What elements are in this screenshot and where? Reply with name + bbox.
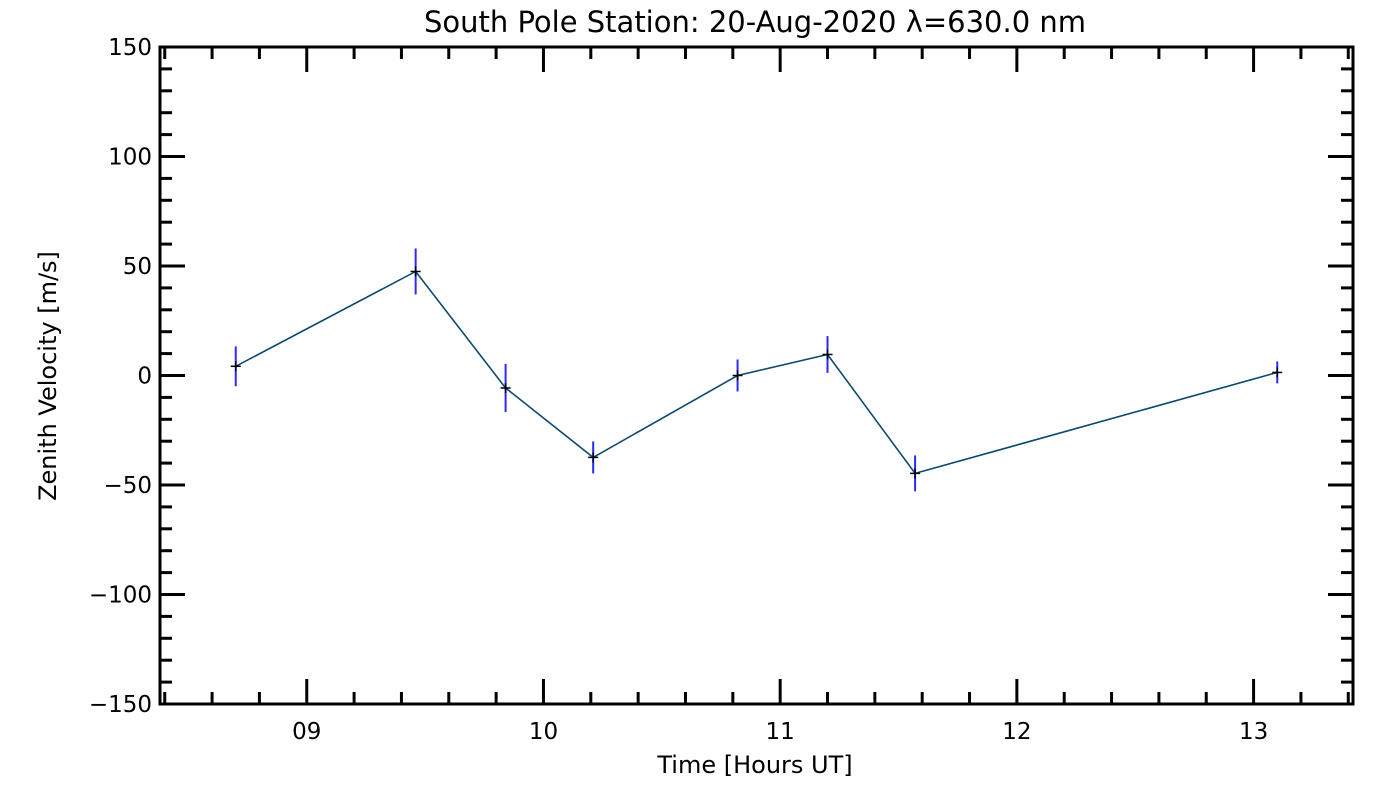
series-line (235, 270, 1278, 475)
plot-frame (158, 45, 1355, 706)
y-tick-label: 50 (123, 254, 152, 280)
axis-ticks: −150 −100 −50 0 50 100 150 09 10 11 12 13 (89, 35, 1353, 745)
data-marks (230, 248, 1283, 492)
x-tick-label: 12 (1002, 719, 1031, 745)
y-tick-label: 100 (108, 145, 152, 171)
x-axis-label: Time [Hours UT] (656, 751, 852, 779)
y-tick-label: 0 (137, 364, 152, 390)
x-tick-label: 13 (1239, 719, 1268, 745)
y-tick-label: −50 (103, 473, 152, 499)
x-tick-label: 10 (529, 719, 558, 745)
x-tick-label: 11 (766, 719, 795, 745)
x-tick-label: 09 (292, 719, 321, 745)
y-tick-label: 150 (108, 35, 152, 61)
y-tick-label: −150 (89, 692, 152, 718)
y-axis-label: Zenith Velocity [m/s] (34, 251, 62, 501)
chart-title: South Pole Station: 20-Aug-2020 λ=630.0 … (424, 5, 1086, 39)
y-tick-label: −100 (89, 583, 152, 609)
